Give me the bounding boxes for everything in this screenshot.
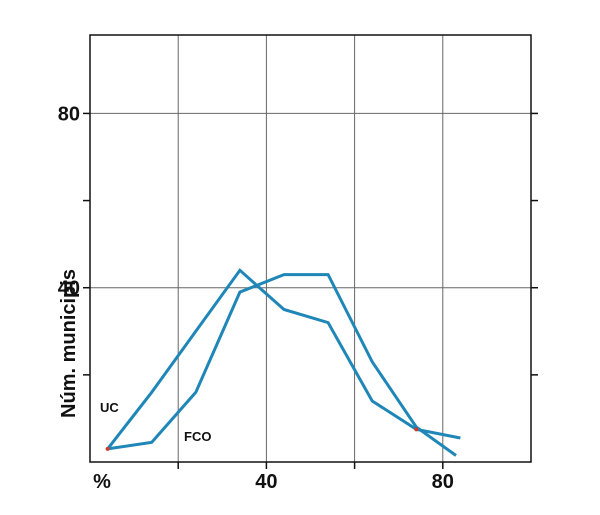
x-axis-title: %: [93, 471, 111, 493]
series-line-uc: [106, 268, 461, 450]
series: [105, 268, 461, 457]
grid: [90, 35, 531, 462]
labels: 40 80 40 80% Núm. municipis UC FCO: [58, 103, 454, 493]
series-line-fco: [107, 273, 457, 457]
x-tick-label: 80: [432, 471, 454, 493]
series-label-uc: UC: [100, 400, 119, 415]
accent-point: [414, 427, 419, 432]
y-tick-label: 80: [58, 103, 80, 125]
x-tick-label: 40: [255, 471, 277, 493]
accent-point: [105, 446, 110, 451]
y-axis-title: Núm. municipis: [58, 269, 80, 418]
axis-ticks: [83, 112, 538, 469]
series-label-fco: FCO: [184, 429, 211, 444]
y-tick-label: 40: [58, 278, 80, 300]
plot-frame: [89, 34, 532, 463]
